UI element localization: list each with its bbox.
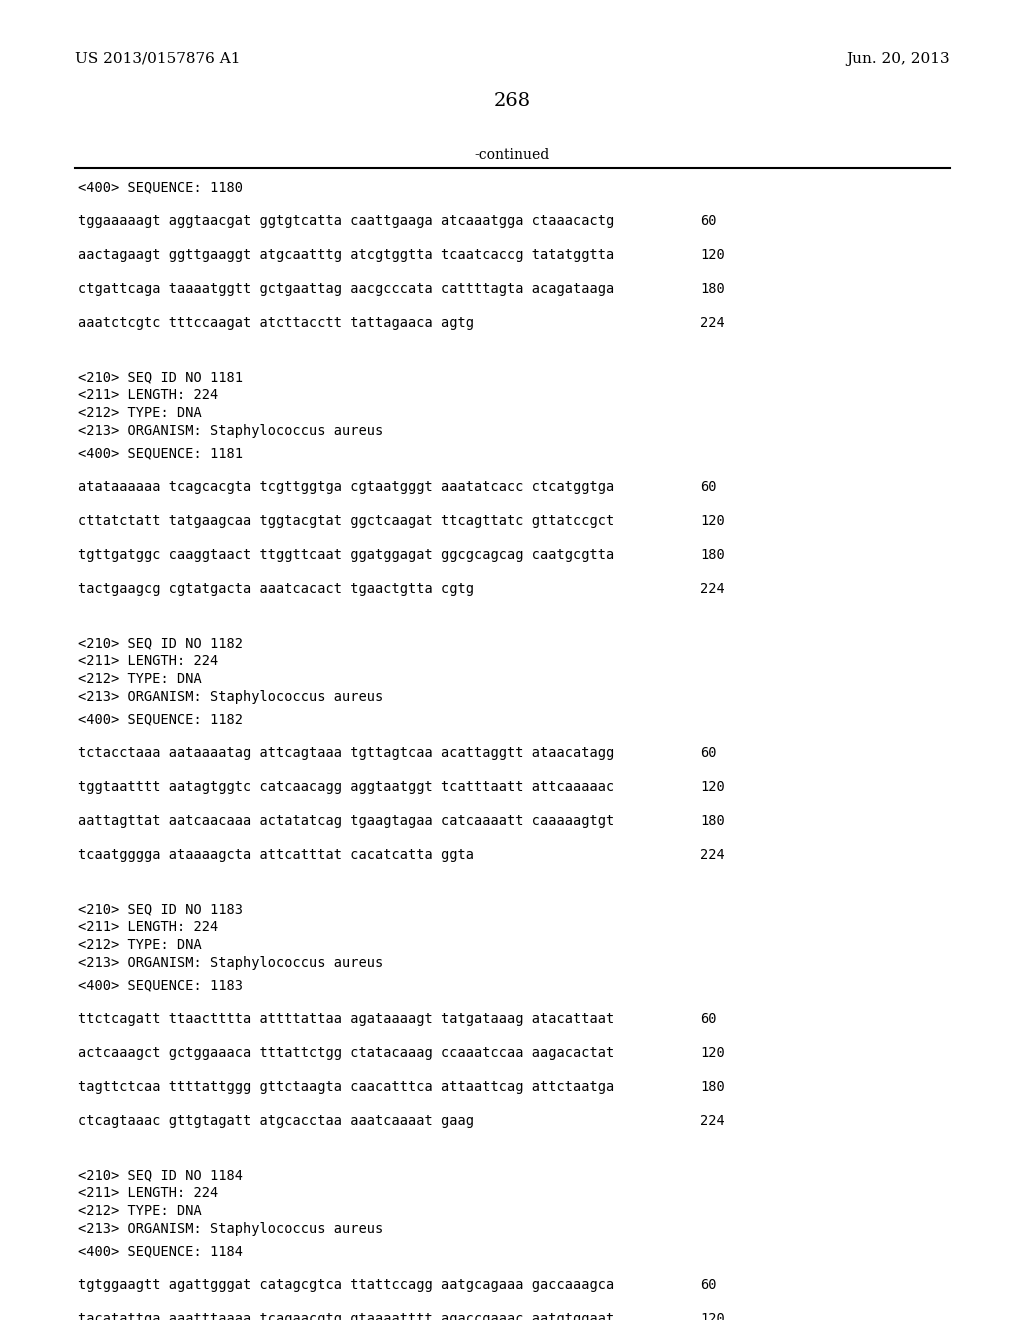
- Text: <212> TYPE: DNA: <212> TYPE: DNA: [78, 939, 202, 952]
- Text: <400> SEQUENCE: 1180: <400> SEQUENCE: 1180: [78, 180, 243, 194]
- Text: <210> SEQ ID NO 1182: <210> SEQ ID NO 1182: [78, 636, 243, 649]
- Text: tgttgatggc caaggtaact ttggttcaat ggatggagat ggcgcagcag caatgcgtta: tgttgatggc caaggtaact ttggttcaat ggatgga…: [78, 548, 614, 562]
- Text: <400> SEQUENCE: 1184: <400> SEQUENCE: 1184: [78, 1243, 243, 1258]
- Text: 224: 224: [700, 847, 725, 862]
- Text: <213> ORGANISM: Staphylococcus aureus: <213> ORGANISM: Staphylococcus aureus: [78, 956, 383, 970]
- Text: <400> SEQUENCE: 1181: <400> SEQUENCE: 1181: [78, 446, 243, 459]
- Text: <210> SEQ ID NO 1184: <210> SEQ ID NO 1184: [78, 1168, 243, 1181]
- Text: 60: 60: [700, 480, 717, 494]
- Text: ctgattcaga taaaatggtt gctgaattag aacgcccata cattttagta acagataaga: ctgattcaga taaaatggtt gctgaattag aacgccc…: [78, 282, 614, 296]
- Text: 60: 60: [700, 746, 717, 760]
- Text: 224: 224: [700, 582, 725, 597]
- Text: tgtggaagtt agattgggat catagcgtca ttattccagg aatgcagaaa gaccaaagca: tgtggaagtt agattgggat catagcgtca ttattcc…: [78, 1278, 614, 1292]
- Text: tagttctcaa ttttattggg gttctaagta caacatttca attaattcag attctaatga: tagttctcaa ttttattggg gttctaagta caacatt…: [78, 1080, 614, 1094]
- Text: <211> LENGTH: 224: <211> LENGTH: 224: [78, 653, 218, 668]
- Text: 180: 180: [700, 1080, 725, 1094]
- Text: 120: 120: [700, 1312, 725, 1320]
- Text: <212> TYPE: DNA: <212> TYPE: DNA: [78, 1204, 202, 1218]
- Text: <212> TYPE: DNA: <212> TYPE: DNA: [78, 672, 202, 686]
- Text: <210> SEQ ID NO 1183: <210> SEQ ID NO 1183: [78, 902, 243, 916]
- Text: tctacctaaa aataaaatag attcagtaaa tgttagtcaa acattaggtt ataacatagg: tctacctaaa aataaaatag attcagtaaa tgttagt…: [78, 746, 614, 760]
- Text: 180: 180: [700, 282, 725, 296]
- Text: 224: 224: [700, 315, 725, 330]
- Text: <213> ORGANISM: Staphylococcus aureus: <213> ORGANISM: Staphylococcus aureus: [78, 690, 383, 704]
- Text: <211> LENGTH: 224: <211> LENGTH: 224: [78, 920, 218, 935]
- Text: actcaaagct gctggaaaca tttattctgg ctatacaaag ccaaatccaa aagacactat: actcaaagct gctggaaaca tttattctgg ctataca…: [78, 1045, 614, 1060]
- Text: <212> TYPE: DNA: <212> TYPE: DNA: [78, 407, 202, 420]
- Text: aactagaagt ggttgaaggt atgcaatttg atcgtggtta tcaatcaccg tatatggtta: aactagaagt ggttgaaggt atgcaatttg atcgtgg…: [78, 248, 614, 261]
- Text: 60: 60: [700, 1012, 717, 1026]
- Text: <213> ORGANISM: Staphylococcus aureus: <213> ORGANISM: Staphylococcus aureus: [78, 424, 383, 438]
- Text: 60: 60: [700, 214, 717, 228]
- Text: <211> LENGTH: 224: <211> LENGTH: 224: [78, 1185, 218, 1200]
- Text: -continued: -continued: [474, 148, 550, 162]
- Text: cttatctatt tatgaagcaa tggtacgtat ggctcaagat ttcagttatc gttatccgct: cttatctatt tatgaagcaa tggtacgtat ggctcaa…: [78, 513, 614, 528]
- Text: 180: 180: [700, 548, 725, 562]
- Text: <211> LENGTH: 224: <211> LENGTH: 224: [78, 388, 218, 403]
- Text: tactgaagcg cgtatgacta aaatcacact tgaactgtta cgtg: tactgaagcg cgtatgacta aaatcacact tgaactg…: [78, 582, 474, 597]
- Text: 268: 268: [494, 92, 530, 110]
- Text: <210> SEQ ID NO 1181: <210> SEQ ID NO 1181: [78, 370, 243, 384]
- Text: 120: 120: [700, 780, 725, 795]
- Text: tggtaatttt aatagtggtc catcaacagg aggtaatggt tcatttaatt attcaaaaac: tggtaatttt aatagtggtc catcaacagg aggtaat…: [78, 780, 614, 795]
- Text: <213> ORGANISM: Staphylococcus aureus: <213> ORGANISM: Staphylococcus aureus: [78, 1222, 383, 1236]
- Text: tacatattga aaatttaaaa tcagaacgtg gtaaaatttt agaccgaaac aatgtggaat: tacatattga aaatttaaaa tcagaacgtg gtaaaat…: [78, 1312, 614, 1320]
- Text: Jun. 20, 2013: Jun. 20, 2013: [847, 51, 950, 66]
- Text: 120: 120: [700, 248, 725, 261]
- Text: atataaaaaa tcagcacgta tcgttggtga cgtaatgggt aaatatcacc ctcatggtga: atataaaaaa tcagcacgta tcgttggtga cgtaatg…: [78, 480, 614, 494]
- Text: 224: 224: [700, 1114, 725, 1129]
- Text: <400> SEQUENCE: 1183: <400> SEQUENCE: 1183: [78, 978, 243, 993]
- Text: 60: 60: [700, 1278, 717, 1292]
- Text: 120: 120: [700, 1045, 725, 1060]
- Text: <400> SEQUENCE: 1182: <400> SEQUENCE: 1182: [78, 711, 243, 726]
- Text: 180: 180: [700, 814, 725, 828]
- Text: tcaatgggga ataaaagcta attcatttat cacatcatta ggta: tcaatgggga ataaaagcta attcatttat cacatca…: [78, 847, 474, 862]
- Text: US 2013/0157876 A1: US 2013/0157876 A1: [75, 51, 241, 66]
- Text: ctcagtaaac gttgtagatt atgcacctaa aaatcaaaat gaag: ctcagtaaac gttgtagatt atgcacctaa aaatcaa…: [78, 1114, 474, 1129]
- Text: tggaaaaagt aggtaacgat ggtgtcatta caattgaaga atcaaatgga ctaaacactg: tggaaaaagt aggtaacgat ggtgtcatta caattga…: [78, 214, 614, 228]
- Text: aaatctcgtc tttccaagat atcttacctt tattagaaca agtg: aaatctcgtc tttccaagat atcttacctt tattaga…: [78, 315, 474, 330]
- Text: aattagttat aatcaacaaa actatatcag tgaagtagaa catcaaaatt caaaaagtgt: aattagttat aatcaacaaa actatatcag tgaagta…: [78, 814, 614, 828]
- Text: 120: 120: [700, 513, 725, 528]
- Text: ttctcagatt ttaactttta attttattaa agataaaagt tatgataaag atacattaat: ttctcagatt ttaactttta attttattaa agataaa…: [78, 1012, 614, 1026]
